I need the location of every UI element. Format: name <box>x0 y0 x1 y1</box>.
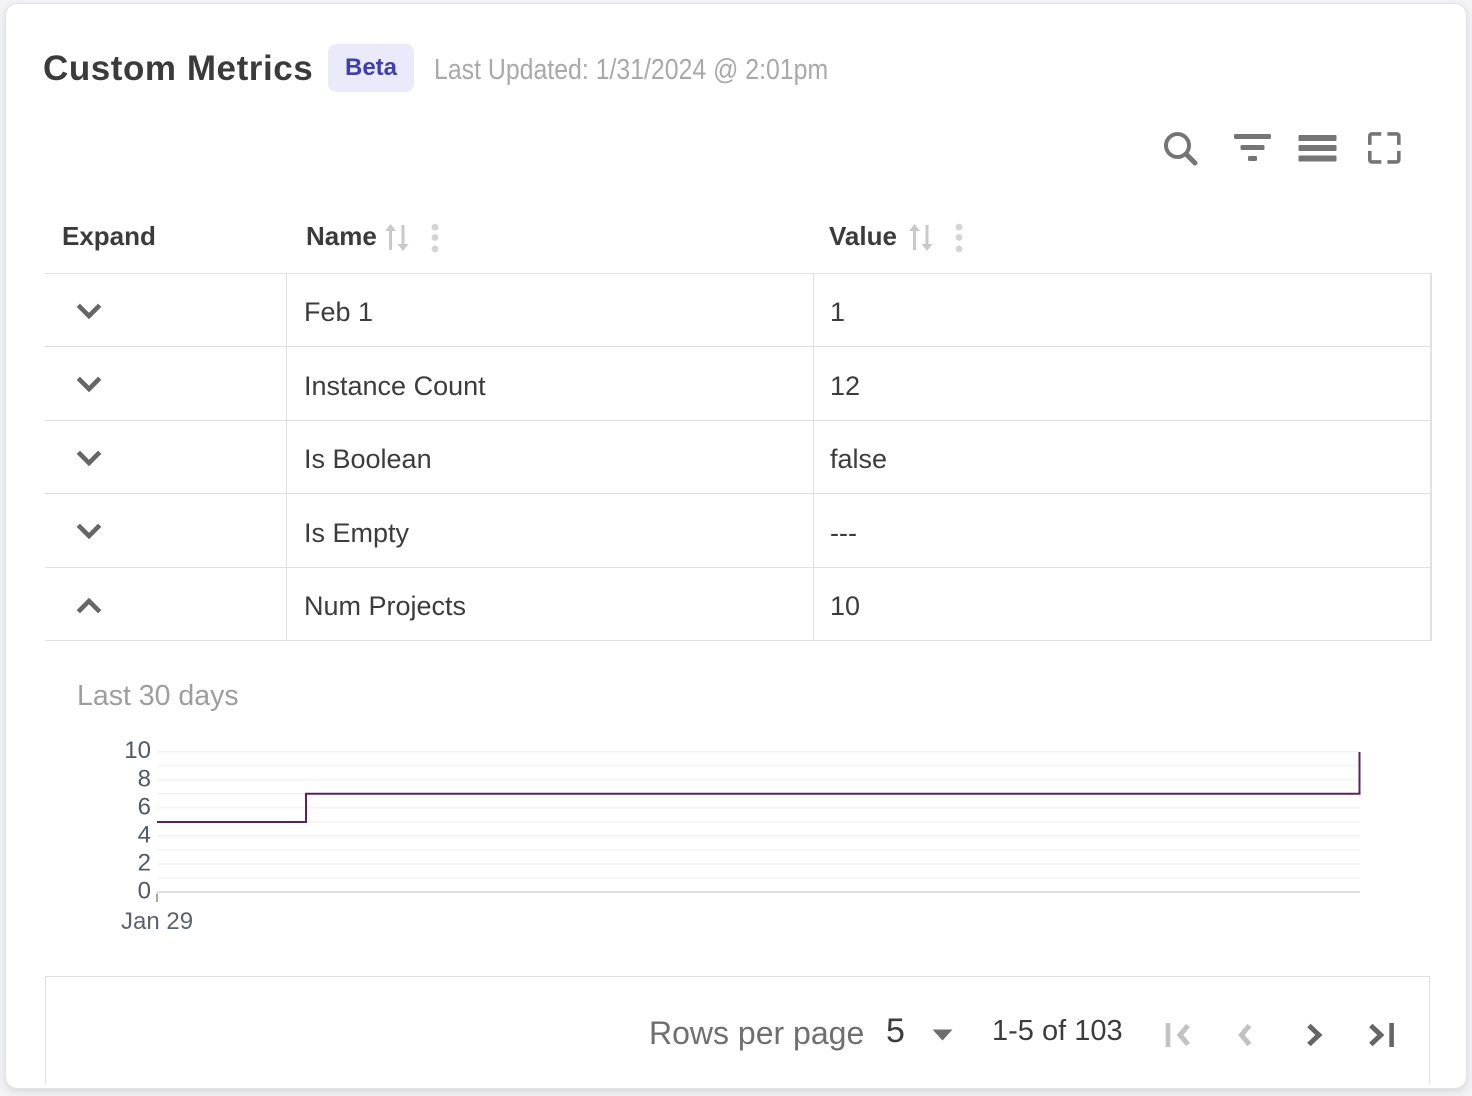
svg-text:Jan 29: Jan 29 <box>121 908 193 935</box>
svg-text:10: 10 <box>124 740 151 764</box>
svg-text:4: 4 <box>138 821 151 848</box>
svg-text:8: 8 <box>138 765 151 792</box>
svg-text:2: 2 <box>138 849 151 876</box>
svg-text:0: 0 <box>138 877 151 904</box>
svg-text:6: 6 <box>138 793 151 820</box>
